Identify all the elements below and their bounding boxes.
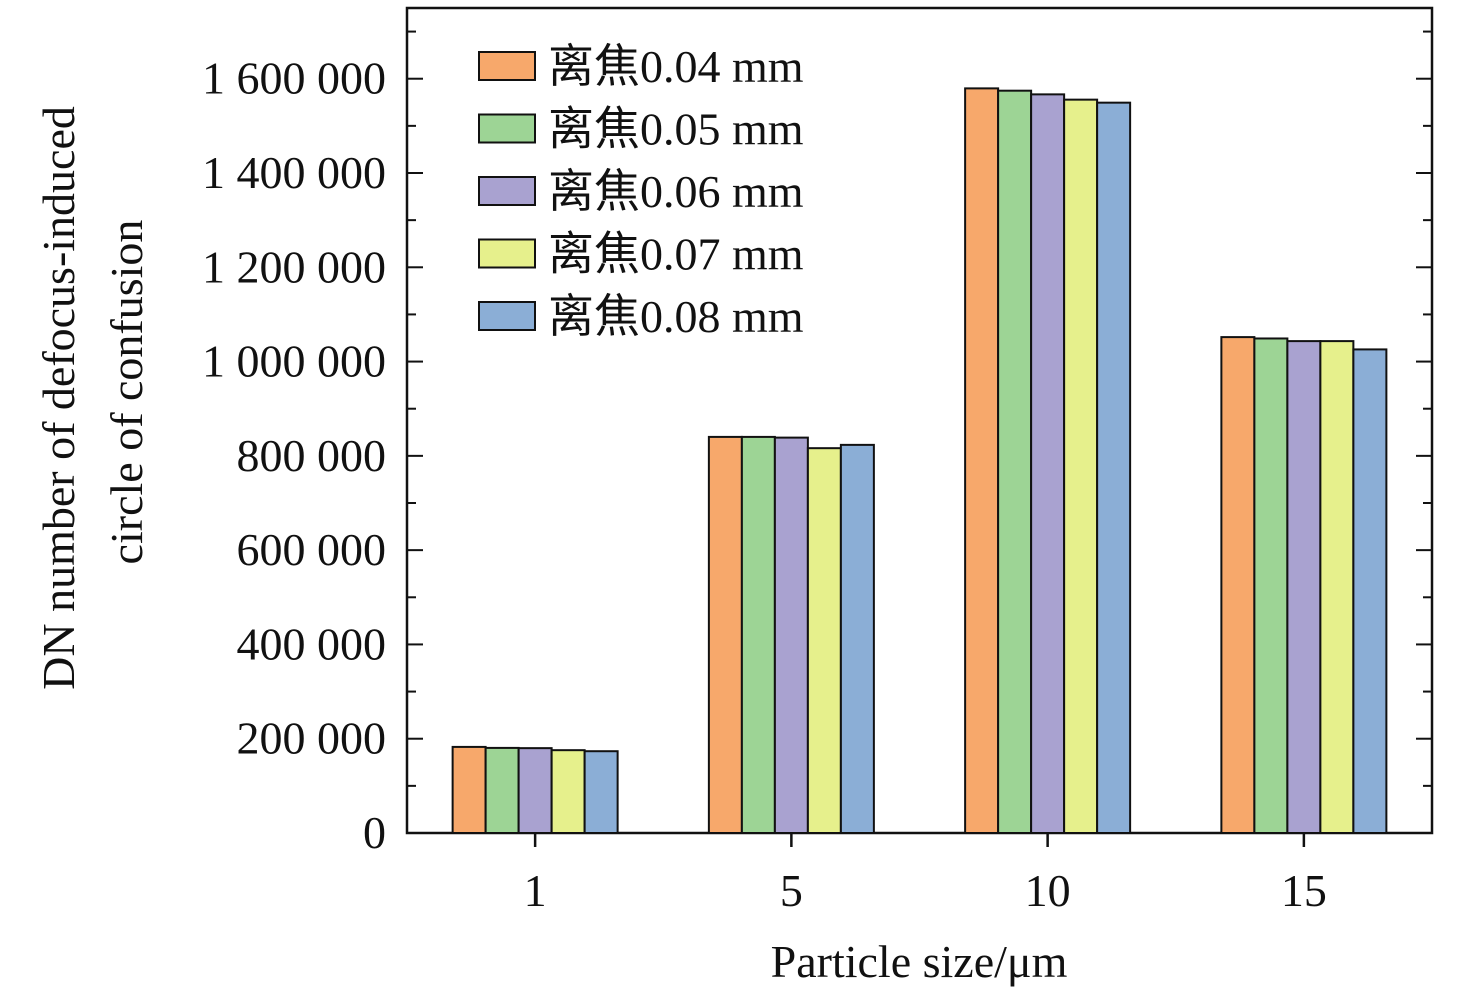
- bar: [1220, 336, 1256, 834]
- x-axis-label: Particle size/μm: [771, 936, 1068, 987]
- y-axis-label-line2: circle of confusion: [101, 220, 152, 565]
- legend-label: 离焦0.06 mm: [548, 166, 804, 217]
- x-tick-label: 5: [780, 865, 803, 916]
- bar: [839, 443, 875, 834]
- bar: [1096, 101, 1132, 835]
- bar: [583, 750, 619, 835]
- y-axis-label-line1: DN number of defocus-induced: [33, 106, 84, 690]
- bar: [1030, 93, 1066, 834]
- x-tick-label: 10: [1025, 865, 1071, 916]
- legend-label: 离焦0.07 mm: [548, 229, 804, 280]
- y-tick-label: 1 400 000: [202, 147, 386, 198]
- bar: [1319, 340, 1355, 834]
- bar: [451, 745, 487, 834]
- y-tick-label: 800 000: [237, 430, 387, 481]
- plot-frame: [405, 6, 1434, 835]
- x-tick-label: 1: [524, 865, 547, 916]
- legend-label: 离焦0.05 mm: [548, 104, 804, 155]
- bar: [707, 435, 743, 834]
- bar: [1286, 340, 1322, 834]
- y-tick-label: 1 000 000: [202, 336, 386, 387]
- legend-swatch: [478, 176, 536, 206]
- legend-swatch: [478, 238, 536, 269]
- y-tick-label: 200 000: [237, 713, 387, 764]
- bar: [550, 749, 586, 834]
- bar: [1063, 98, 1099, 835]
- legend-swatch: [478, 51, 536, 81]
- bar: [484, 746, 520, 835]
- bar: [997, 89, 1033, 834]
- y-tick-label: 1 600 000: [202, 53, 386, 104]
- bar: [1253, 337, 1289, 834]
- legend-swatch: [478, 301, 536, 331]
- bar: [964, 87, 1000, 834]
- y-tick-label: 1 200 000: [202, 241, 386, 292]
- x-tick-label: 15: [1281, 865, 1327, 916]
- bar: [740, 435, 776, 834]
- bar: [773, 436, 809, 834]
- legend-label: 离焦0.08 mm: [548, 291, 804, 342]
- legend-swatch: [478, 113, 536, 144]
- bar: [517, 747, 553, 835]
- bar: [806, 447, 842, 834]
- legend-label: 离焦0.04 mm: [548, 41, 804, 92]
- y-tick-label: 400 000: [237, 618, 387, 669]
- y-tick-label: 0: [363, 807, 386, 858]
- bar: [1352, 348, 1388, 834]
- y-tick-label: 600 000: [237, 524, 387, 575]
